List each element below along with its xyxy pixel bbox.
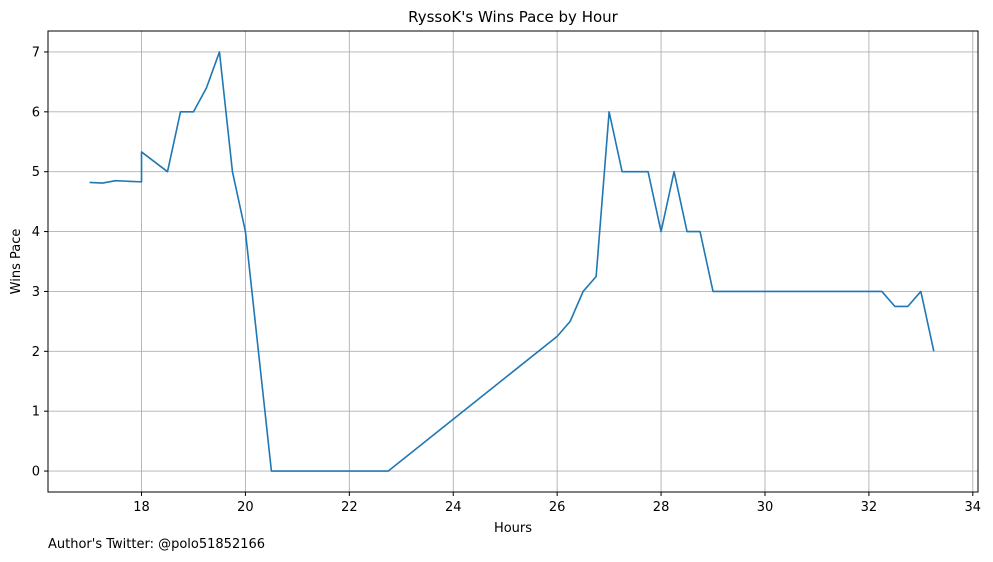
y-tick-label: 4 [32, 225, 40, 240]
x-tick-label: 24 [445, 500, 462, 515]
y-axis-label: Wins Pace [9, 229, 24, 295]
y-tick-label: 1 [32, 405, 40, 420]
series-layer [89, 51, 935, 472]
x-tick-label: 34 [965, 500, 982, 515]
grid-lines [48, 31, 978, 492]
plot-area-frame [47, 30, 979, 493]
author-credit: Author's Twitter: @polo51852166 [48, 537, 266, 552]
y-tick-label: 5 [32, 165, 40, 180]
x-tick-label: 18 [133, 500, 150, 515]
x-tick-label: 20 [237, 500, 254, 515]
x-tick-label: 22 [341, 500, 358, 515]
series-line [89, 51, 935, 472]
y-tick-label: 2 [32, 345, 40, 360]
x-tick-label: 30 [757, 500, 774, 515]
x-axis-label: Hours [494, 521, 532, 536]
x-tick-label: 28 [653, 500, 670, 515]
chart-title: RyssoK's Wins Pace by Hour [408, 8, 619, 26]
x-tick-label: 32 [861, 500, 878, 515]
y-tick-label: 0 [32, 465, 40, 480]
x-tick-label: 26 [549, 500, 566, 515]
y-tick-label: 7 [32, 45, 40, 60]
y-tick-label: 6 [32, 105, 40, 120]
y-tick-label: 3 [32, 285, 40, 300]
